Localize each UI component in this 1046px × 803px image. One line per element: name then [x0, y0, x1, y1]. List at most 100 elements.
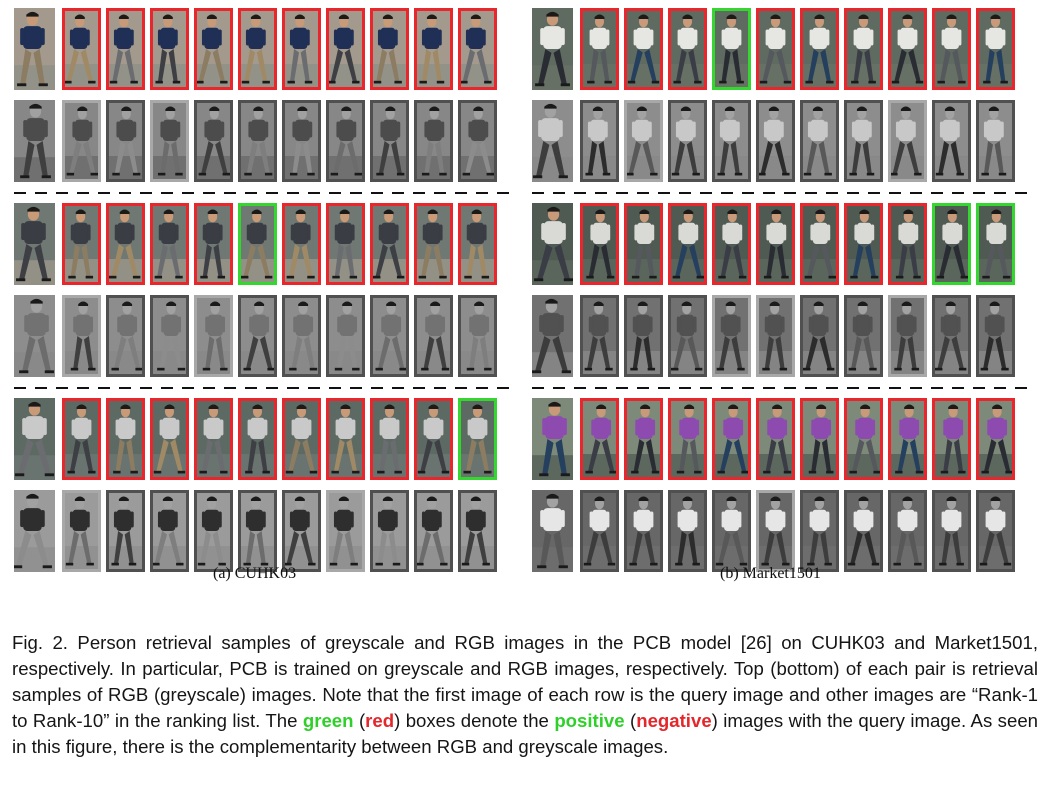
negative-match-image [932, 295, 971, 377]
positive-match-image [62, 490, 101, 572]
panel-cuhk03 [14, 8, 514, 582]
negative-match-image [150, 203, 189, 285]
negative-match-image [370, 8, 409, 90]
negative-match-image [106, 295, 145, 377]
positive-match-image [62, 100, 101, 182]
negative-match-image [238, 8, 277, 90]
group-separator [532, 192, 1032, 194]
negative-match-image [624, 203, 663, 285]
negative-match-image [624, 295, 663, 377]
negative-match-image [580, 8, 619, 90]
negative-match-image [624, 398, 663, 480]
positive-match-image [62, 295, 101, 377]
subcaption-cuhk03: (a) CUHK03 [213, 565, 297, 582]
negative-match-image [238, 398, 277, 480]
query-image [14, 8, 55, 90]
negative-match-image [194, 8, 233, 90]
negative-match-image [756, 8, 795, 90]
negative-match-image [458, 295, 497, 377]
retrieval-row-grey [14, 490, 514, 576]
negative-match-image [624, 490, 663, 572]
retrieval-row-grey [532, 295, 1032, 381]
negative-match-image [458, 490, 497, 572]
negative-match-image [326, 203, 365, 285]
negative-match-image [888, 203, 927, 285]
negative-match-image [414, 490, 453, 572]
positive-match-image [932, 203, 971, 285]
negative-match-image [888, 490, 927, 572]
negative-match-image [668, 8, 707, 90]
caption-text-3: ) boxes denote the [394, 710, 555, 731]
positive-match-image [194, 295, 233, 377]
positive-match-image [888, 100, 927, 182]
query-image [532, 8, 573, 90]
positive-match-image [712, 295, 751, 377]
positive-match-image [888, 295, 927, 377]
negative-match-image [932, 8, 971, 90]
positive-match-image [238, 203, 277, 285]
negative-match-image [844, 295, 883, 377]
negative-match-image [370, 490, 409, 572]
negative-match-image [976, 398, 1015, 480]
query-image [14, 398, 55, 480]
negative-match-image [194, 100, 233, 182]
negative-match-image [62, 203, 101, 285]
retrieval-row-grey [532, 100, 1032, 186]
negative-match-image [580, 295, 619, 377]
negative-match-image [976, 295, 1015, 377]
negative-match-image [370, 398, 409, 480]
negative-match-image [194, 203, 233, 285]
negative-match-image [712, 398, 751, 480]
negative-match-image [62, 8, 101, 90]
negative-match-image [238, 490, 277, 572]
negative-match-image [150, 8, 189, 90]
retrieval-row-grey [14, 295, 514, 381]
query-image [14, 203, 55, 285]
negative-match-image [458, 203, 497, 285]
negative-match-image [106, 203, 145, 285]
retrieval-row-rgb [532, 398, 1032, 484]
negative-match-image [282, 398, 321, 480]
subcaption-market1501: (b) Market1501 [720, 565, 821, 582]
positive-match-image [976, 203, 1015, 285]
negative-match-image [756, 203, 795, 285]
negative-match-image [194, 398, 233, 480]
caption-text-4: ( [624, 710, 637, 731]
retrieval-row-rgb [532, 8, 1032, 94]
group-separator [14, 387, 514, 389]
negative-match-image [238, 100, 277, 182]
negative-match-image [458, 8, 497, 90]
negative-match-image [370, 203, 409, 285]
query-image [532, 203, 573, 285]
negative-match-image [756, 398, 795, 480]
negative-match-image [800, 398, 839, 480]
negative-match-image [668, 100, 707, 182]
negative-match-image [844, 398, 883, 480]
negative-match-image [888, 398, 927, 480]
negative-match-image [712, 203, 751, 285]
group-separator [14, 192, 514, 194]
query-image [532, 100, 573, 182]
negative-match-image [106, 490, 145, 572]
negative-match-image [282, 203, 321, 285]
negative-match-image [370, 100, 409, 182]
negative-match-image [106, 398, 145, 480]
retrieval-row-rgb [14, 203, 514, 289]
negative-match-image [668, 490, 707, 572]
figure-caption: Fig. 2. Person retrieval samples of grey… [12, 630, 1038, 760]
negative-match-image [370, 295, 409, 377]
query-image [14, 490, 55, 572]
retrieval-row-rgb [532, 203, 1032, 289]
retrieval-row-grey [14, 100, 514, 186]
caption-positive-word: positive [554, 710, 625, 731]
negative-match-image [844, 100, 883, 182]
group-separator [532, 387, 1032, 389]
negative-match-image [976, 100, 1015, 182]
negative-match-image [282, 490, 321, 572]
negative-match-image [800, 100, 839, 182]
negative-match-image [976, 490, 1015, 572]
retrieval-row-grey [532, 490, 1032, 576]
negative-match-image [668, 203, 707, 285]
negative-match-image [580, 203, 619, 285]
negative-match-image [326, 398, 365, 480]
